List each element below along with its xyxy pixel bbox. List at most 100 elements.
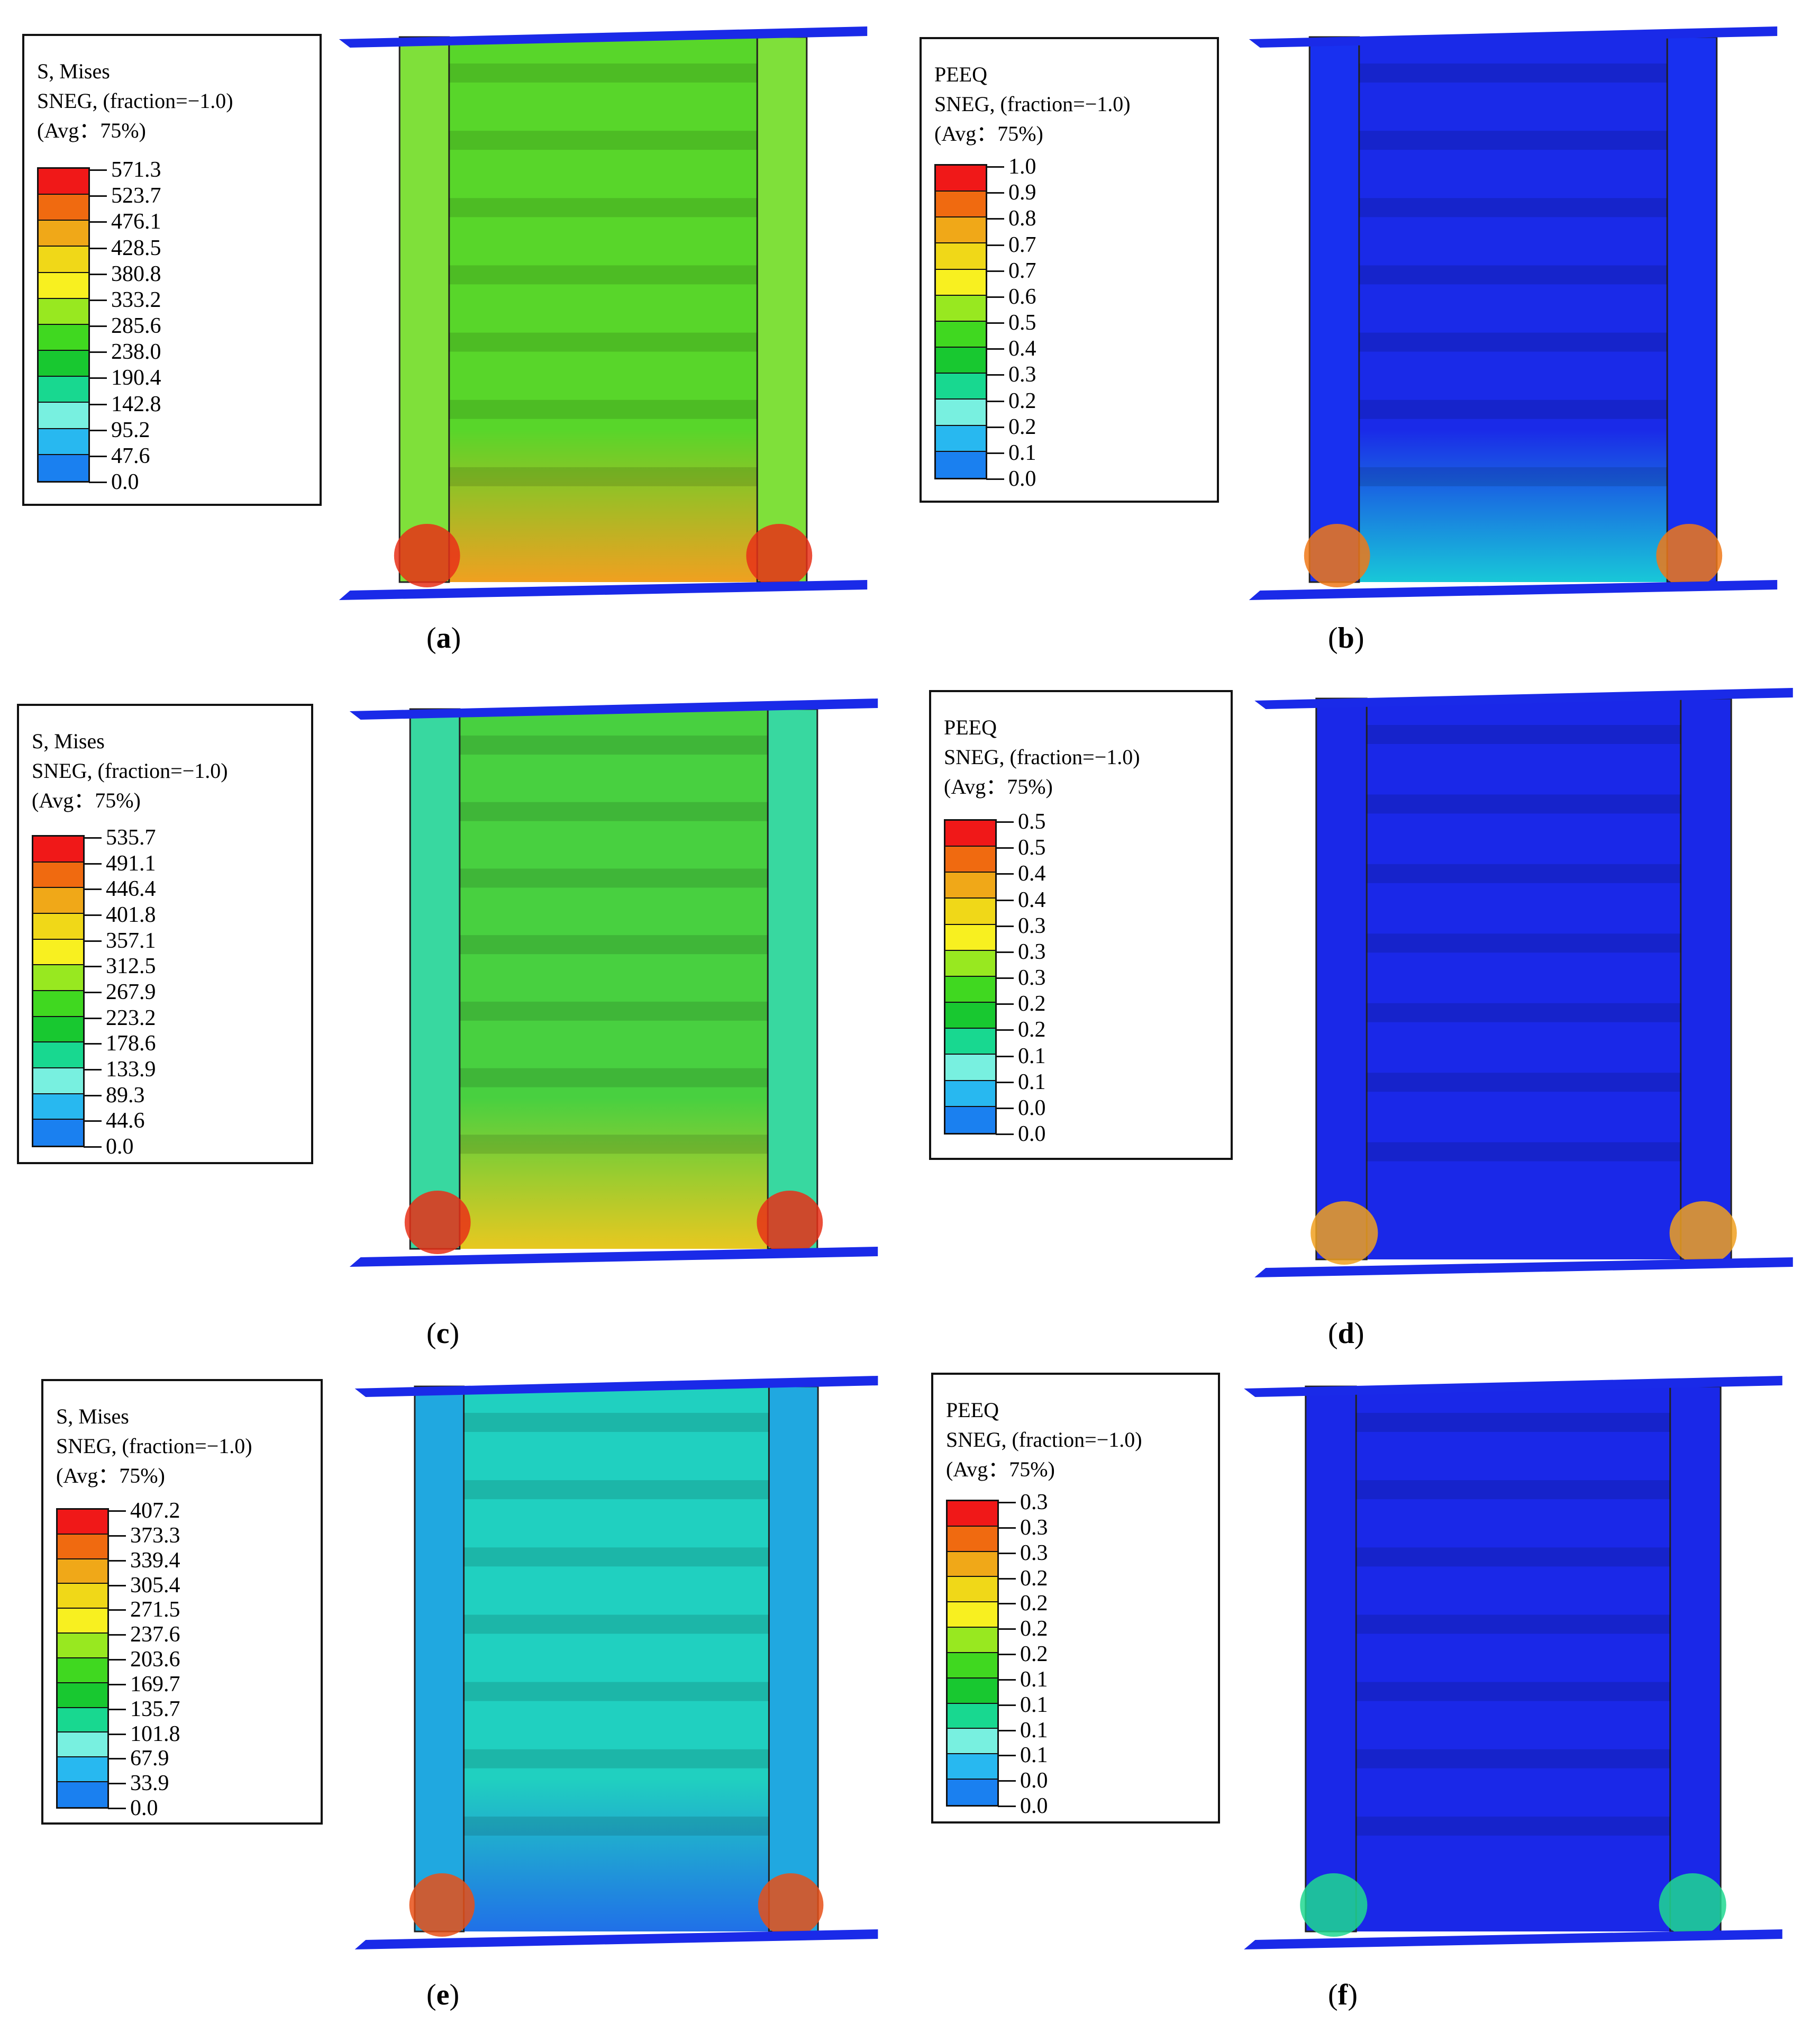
color-bar [944, 819, 997, 1135]
legend-value: 285.6 [89, 315, 161, 337]
top-flange [354, 1376, 878, 1397]
legend-value: 223.2 [84, 1007, 156, 1029]
legend-title: PEEQ [944, 715, 997, 739]
legend-value: 67.9 [108, 1747, 169, 1770]
legend-value: 267.9 [84, 981, 156, 1003]
hot-spot-left [394, 524, 460, 587]
stiffener-band [449, 198, 758, 217]
color-swatch [945, 924, 995, 951]
legend-value: 571.3 [89, 159, 161, 181]
legend-title: PEEQ [934, 62, 987, 86]
bottom-flange [349, 1247, 878, 1267]
legend-value: 401.8 [84, 904, 156, 926]
legend-d: PEEQ SNEG, (fraction=−1.0) (Avg：75%) 0.5… [929, 690, 1233, 1160]
stiffener-band [1356, 1682, 1670, 1701]
color-swatch [945, 1081, 995, 1107]
legend-value: 47.6 [89, 445, 150, 467]
legend-subtitle: SNEG, (fraction=−1.0) [37, 89, 233, 113]
legend-avg: (Avg：75%) [944, 775, 1053, 799]
stiffener-band [1356, 1413, 1670, 1432]
color-swatch [58, 1510, 107, 1535]
color-swatch [39, 429, 88, 455]
legend-value: 0.1 [998, 1744, 1048, 1766]
color-swatch [33, 1017, 83, 1043]
legend-value: 0.1 [998, 1694, 1048, 1716]
legend-value: 0.2 [998, 1567, 1048, 1590]
stiffener-band [449, 332, 758, 352]
color-swatch [936, 425, 986, 452]
legend-title: S, Mises [32, 729, 105, 753]
legend-value: 0.9 [986, 182, 1036, 204]
legend-value: 89.3 [84, 1084, 145, 1106]
legend-value: 0.2 [996, 993, 1046, 1015]
column-body [1309, 37, 1717, 582]
color-swatch [948, 1526, 997, 1552]
legend-value: 0.4 [986, 338, 1036, 360]
legend-f: PEEQ SNEG, (fraction=−1.0) (Avg：75%) 0.3… [931, 1373, 1220, 1824]
legend-title: PEEQ [946, 1398, 999, 1422]
color-swatch [39, 455, 88, 481]
color-swatch [33, 862, 83, 888]
hot-spot-right [1669, 1201, 1737, 1265]
legend-value: 0.0 [108, 1797, 158, 1819]
legend-value: 0.1 [998, 1668, 1048, 1691]
stiffener-band [1356, 1547, 1670, 1567]
hot-spot-left [1304, 524, 1370, 587]
legend-value: 0.2 [986, 390, 1036, 412]
color-swatch [39, 298, 88, 325]
color-swatch [39, 351, 88, 377]
color-swatch [936, 192, 986, 218]
color-swatch [948, 1678, 997, 1704]
fe-model-b [1249, 26, 1778, 600]
top-flange [1244, 1376, 1782, 1397]
legend-avg: (Avg：75%) [56, 1464, 165, 1487]
stiffener-band [449, 64, 758, 83]
legend-value: 0.2 [998, 1592, 1048, 1614]
legend-value: 0.0 [998, 1795, 1048, 1817]
stiffener-band [463, 1413, 769, 1432]
right-side-plate [767, 708, 818, 1250]
stiffener-band [463, 1816, 769, 1836]
color-swatch [58, 1658, 107, 1683]
stiffener-band [1367, 725, 1681, 744]
legend-value: 0.8 [986, 207, 1036, 230]
color-bar [56, 1508, 109, 1809]
color-swatch [936, 400, 986, 426]
stiffener-band [1367, 1073, 1681, 1092]
legend-value: 142.8 [89, 393, 161, 415]
legend-c: S, Mises SNEG, (fraction=−1.0) (Avg：75%)… [17, 704, 313, 1164]
column-body [410, 709, 817, 1249]
legend-value: 0.0 [998, 1770, 1048, 1792]
legend-value: 178.6 [84, 1032, 156, 1055]
top-flange [339, 26, 868, 48]
legend-value: 0.2 [998, 1643, 1048, 1665]
stiffener-band [1367, 864, 1681, 883]
stiffener-band [1359, 467, 1668, 486]
color-swatch [33, 1042, 83, 1068]
bottom-flange [1254, 1257, 1793, 1277]
color-swatch [58, 1534, 107, 1559]
legend-value: 135.7 [108, 1698, 180, 1720]
color-swatch [58, 1609, 107, 1634]
color-swatch [936, 217, 986, 244]
color-swatch [948, 1501, 997, 1527]
color-swatch [33, 991, 83, 1017]
legend-value: 237.6 [108, 1623, 180, 1646]
stiffener-band [1356, 1749, 1670, 1768]
stiffener-band [463, 1547, 769, 1567]
color-swatch [945, 847, 995, 873]
stiffener-band [449, 467, 758, 486]
legend-value: 0.7 [986, 234, 1036, 256]
legend-value: 0.7 [986, 260, 1036, 282]
column-body [1305, 1386, 1721, 1931]
legend-value: 0.0 [996, 1123, 1046, 1145]
legend-value: 373.3 [108, 1525, 180, 1547]
column-body [399, 37, 807, 582]
color-swatch [39, 195, 88, 221]
color-swatch [936, 166, 986, 192]
color-bar [37, 167, 90, 483]
legend-value: 305.4 [108, 1574, 180, 1596]
stiffener-band [459, 1001, 768, 1021]
stiffener-band [459, 935, 768, 955]
caption-c: (c) [426, 1317, 460, 1350]
